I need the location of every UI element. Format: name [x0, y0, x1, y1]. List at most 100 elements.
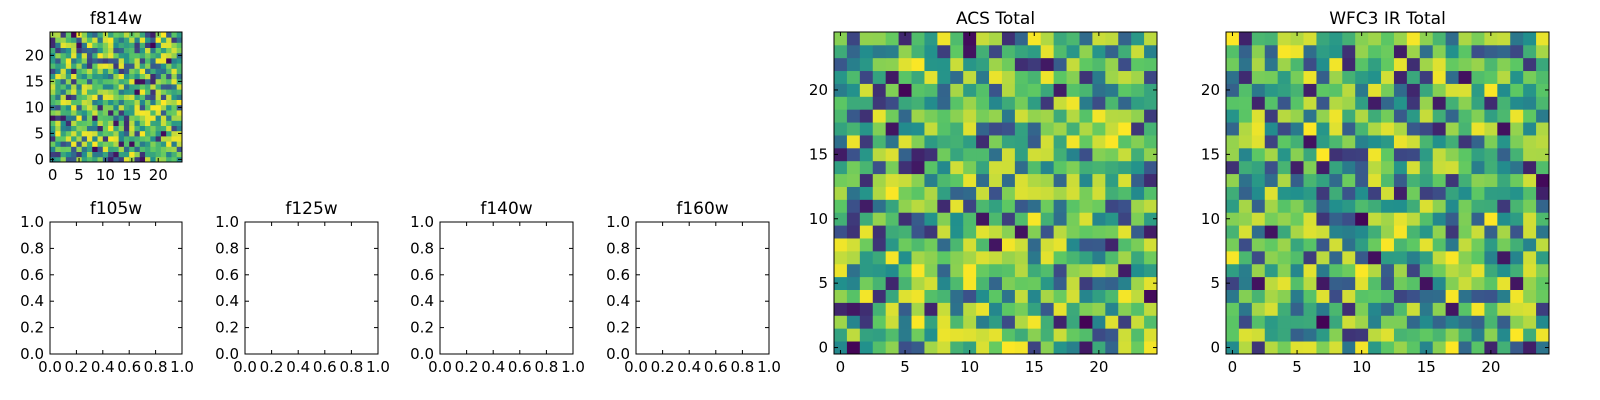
heatmap-cell [145, 84, 151, 90]
heatmap-cell [950, 250, 964, 265]
heatmap-cell [1290, 32, 1304, 46]
x-tick-label: 0.4 [91, 358, 115, 376]
heatmap-cell [92, 63, 98, 69]
heatmap-cell [1329, 173, 1343, 187]
heatmap-cell [1342, 302, 1356, 316]
heatmap-cell [155, 94, 162, 100]
heatmap-cell [1342, 173, 1356, 187]
heatmap-cell [950, 122, 964, 136]
x-tick-label: 15 [122, 166, 141, 184]
heatmap-cell [1471, 263, 1485, 278]
heatmap-cell [60, 58, 67, 64]
heatmap-cell [1510, 212, 1524, 226]
heatmap-cell [50, 99, 56, 106]
heatmap-cell [1144, 315, 1158, 329]
heatmap-cell [989, 70, 1003, 84]
heatmap-cell [1406, 83, 1421, 97]
heatmap-cell [92, 89, 98, 95]
heatmap-cell [1131, 96, 1145, 110]
heatmap-cell [834, 135, 848, 149]
heatmap-cell [1355, 212, 1369, 226]
heatmap-cell [872, 135, 887, 149]
heatmap-cell [1053, 160, 1067, 175]
heatmap-cell [1510, 70, 1524, 84]
heatmap-cell [145, 104, 151, 111]
heatmap-cell [123, 32, 130, 38]
heatmap-cell [859, 302, 874, 316]
heatmap-cell [55, 130, 61, 137]
heatmap-cell [50, 84, 56, 90]
heatmap-cell [129, 136, 135, 142]
heatmap-cell [911, 122, 925, 136]
heatmap-cell [65, 115, 72, 121]
heatmap-cell [859, 83, 874, 97]
heatmap-cell [1144, 199, 1158, 213]
heatmap-cell [1105, 32, 1119, 46]
heatmap-cell [86, 37, 93, 43]
heatmap-cell [1014, 238, 1029, 252]
heatmap-cell [1079, 96, 1093, 110]
heatmap-cell [1118, 250, 1132, 265]
heatmap-cell [1406, 122, 1421, 136]
heatmap-cell [1536, 341, 1550, 355]
heatmap-cell [118, 63, 125, 69]
heatmap-cell [71, 52, 77, 59]
heatmap-cell [989, 238, 1003, 252]
heatmap-cell [50, 47, 56, 54]
heatmap-cell [145, 42, 151, 48]
heatmap-cell [129, 68, 135, 74]
heatmap-cell [1510, 186, 1524, 200]
heatmap-cell [989, 135, 1003, 149]
y-tick-label: 15 [809, 145, 828, 163]
heatmap-cell [55, 151, 61, 158]
heatmap-cell [1316, 289, 1330, 303]
heatmap-cell [60, 141, 67, 147]
heatmap-cell [1368, 173, 1382, 187]
heatmap-cell [92, 37, 98, 43]
heatmap-cell [1118, 135, 1132, 149]
heatmap-cell [171, 104, 178, 111]
heatmap-cell [1092, 289, 1106, 303]
heatmap-cell [1226, 250, 1240, 265]
heatmap-cell [81, 89, 88, 95]
heatmap-cell [65, 32, 72, 38]
heatmap-cell [1001, 83, 1016, 97]
heatmap-cell [150, 120, 156, 126]
heatmap-cell [1238, 160, 1253, 175]
heatmap-cell [176, 115, 183, 121]
heatmap-cell [1040, 276, 1055, 290]
heatmap-cell [1144, 32, 1158, 46]
x-tick-label: 0.8 [144, 358, 168, 376]
heatmap-cell [1303, 315, 1317, 329]
heatmap-cell [1066, 44, 1080, 59]
heatmap-cell [1432, 212, 1447, 226]
heatmap-cell [50, 115, 56, 121]
heatmap-cell [139, 110, 146, 116]
heatmap-cell [834, 341, 848, 355]
heatmap-cell [872, 160, 887, 175]
heatmap-cell [1027, 83, 1042, 97]
heatmap-cell [108, 104, 114, 111]
heatmap-cell [86, 130, 93, 137]
heatmap-cell [134, 146, 141, 152]
heatmap-cell [1368, 70, 1382, 84]
heatmap-cell [1144, 70, 1158, 84]
heatmap-cell [885, 302, 899, 316]
heatmap-cell [129, 99, 135, 106]
heatmap-cell [911, 57, 925, 72]
heatmap-cell [50, 68, 56, 74]
heatmap-cell [134, 47, 141, 54]
heatmap-cell [1432, 276, 1447, 290]
heatmap-cell [108, 110, 114, 116]
heatmap-cell [872, 225, 887, 239]
heatmap-cell [1342, 122, 1356, 136]
heatmap-cell [1092, 135, 1106, 149]
heatmap-cell [834, 212, 848, 226]
heatmap-cell [86, 68, 93, 74]
heatmap-cell [911, 147, 925, 162]
heatmap-cell [86, 94, 93, 100]
heatmap-cell [123, 47, 130, 54]
heatmap-cell [160, 136, 167, 142]
heatmap-cell [1368, 135, 1382, 149]
heatmap-cell [113, 78, 120, 85]
